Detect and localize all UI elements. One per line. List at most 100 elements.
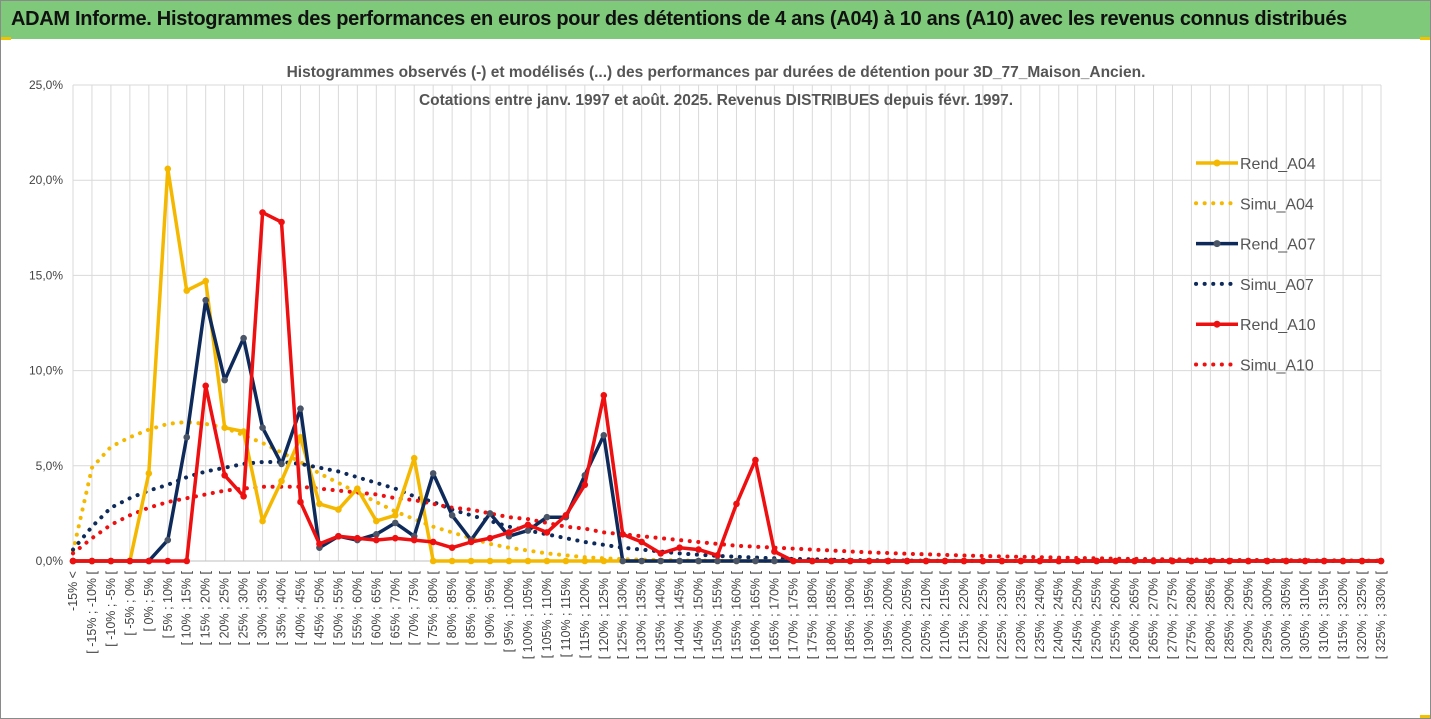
data-point [922, 557, 930, 565]
report-title: ADAM Informe. Histogrammes des performan… [11, 8, 1347, 30]
data-point [524, 521, 532, 529]
series-line-Rend_A10 [73, 210, 1381, 563]
data-point [202, 382, 209, 390]
legend-marker [1213, 159, 1221, 167]
data-point [752, 456, 759, 464]
x-tick-label: [ 225% ; 230% [ [995, 570, 1009, 659]
data-point [941, 557, 949, 565]
series-Rend_A10 [69, 209, 1385, 565]
data-point [752, 557, 759, 565]
x-tick-label: [ 300% ; 305% [ [1279, 570, 1293, 659]
performance-histogram-chart: 0,0% 5,0% 10,0% 15,0% 20,0% 25,0% -15% < [ -15… [29, 64, 1388, 659]
x-tick-label: [ 55% ; 60% [ [350, 570, 364, 645]
y-tick-label: 15,0% [29, 268, 63, 282]
legend-marker [1213, 240, 1221, 248]
data-point [562, 512, 570, 519]
data-point [335, 506, 342, 513]
data-point [202, 296, 209, 304]
x-tick-label: [ 190% ; 195% [ [862, 570, 876, 659]
x-tick-label: [ 120% ; 125% [ [597, 570, 611, 659]
data-point [790, 557, 797, 565]
data-point [1358, 557, 1366, 565]
data-point [600, 557, 608, 565]
x-tick-label: [ 220% ; 225% [ [976, 570, 990, 659]
x-tick-label: [ 245% ; 250% [ [1071, 570, 1085, 659]
x-tick-label: [ 45% ; 50% [ [312, 570, 326, 645]
legend-item: Rend_A10 [1196, 317, 1316, 334]
data-point [1207, 557, 1214, 565]
series-line-Rend_A07 [73, 298, 1381, 563]
data-point [202, 277, 209, 285]
x-tick-label: [ 260% ; 265% [ [1128, 570, 1142, 659]
data-point [410, 454, 418, 462]
x-tick-label: [ 25% ; 30% [ [237, 570, 251, 645]
x-tick-label: [ -15% ; -10% [ [85, 570, 99, 653]
data-point [486, 510, 494, 517]
data-point [1320, 557, 1328, 565]
data-point [278, 460, 285, 468]
data-point [960, 557, 968, 565]
x-tick-label: [ 325% ; 330% [ [1374, 570, 1388, 659]
x-tick-label: [ 320% ; 325% [ [1355, 570, 1369, 659]
data-point [695, 546, 702, 553]
gridlines [72, 84, 1382, 562]
report-banner: ADAM Informe. Histogrammes des performan… [1, 1, 1430, 39]
x-tick-label: [ 175% ; 180% [ [805, 570, 819, 659]
data-point [581, 557, 589, 565]
legend-item: Simu_A07 [1194, 277, 1314, 294]
legend-label: Simu_A10 [1240, 358, 1314, 375]
x-tick-label: [ 0% ; 5% [ [142, 570, 156, 631]
x-tick-label: [ 100% ; 105% [ [521, 570, 535, 659]
x-tick-label: [ 20% ; 25% [ [218, 570, 232, 645]
data-point [429, 470, 437, 477]
data-point [1245, 557, 1252, 565]
x-tick-label: [ 50% ; 55% [ [331, 570, 345, 645]
data-point [524, 557, 532, 565]
x-tick-label: [ 85% ; 90% [ [464, 570, 478, 645]
legend-item: Rend_A04 [1196, 156, 1316, 173]
x-tick-label: [ 250% ; 255% [ [1090, 570, 1104, 659]
data-point [1112, 557, 1119, 565]
x-tick-label: [ 290% ; 295% [ [1241, 570, 1255, 659]
x-tick-label: [ 60% ; 65% [ [369, 570, 383, 645]
data-point [809, 557, 816, 565]
plot-area [69, 165, 1385, 565]
data-point [733, 557, 740, 565]
data-point [240, 492, 247, 500]
data-point [486, 534, 494, 542]
series-line-Simu_A07 [71, 460, 1383, 563]
data-point [979, 557, 987, 565]
x-tick-label: [ 40% ; 45% [ [293, 570, 307, 645]
data-point [373, 536, 380, 544]
x-tick-label: [ 305% ; 310% [ [1298, 570, 1312, 659]
data-point [278, 218, 285, 226]
x-tick-label: [ 265% ; 270% [ [1147, 570, 1161, 659]
data-point [903, 557, 911, 565]
x-tick-label: [ 90% ; 95% [ [483, 570, 497, 645]
x-tick-label: [ 105% ; 110% [ [540, 570, 554, 658]
data-point [1377, 557, 1385, 565]
data-point [297, 498, 304, 506]
data-point [164, 536, 172, 544]
data-point [259, 424, 266, 432]
data-point [145, 470, 153, 477]
data-point [391, 512, 399, 519]
data-point [107, 557, 115, 565]
x-tick-label: [ 180% ; 185% [ [824, 570, 838, 659]
data-point [297, 433, 304, 441]
data-point [1226, 557, 1233, 565]
data-point [638, 557, 645, 565]
data-point [429, 557, 437, 565]
x-tick-label: [ 165% ; 170% [ [767, 570, 781, 659]
legend-label: Rend_A04 [1240, 156, 1316, 173]
data-point [505, 529, 513, 536]
data-point [543, 557, 551, 565]
data-point [221, 472, 228, 479]
data-point [467, 557, 475, 565]
x-tick-label: [ 185% ; 190% [ [843, 570, 857, 659]
y-tick-label: 20,0% [29, 173, 63, 187]
x-axis: -15% < [ -15% ; -10% [[ -10% ; -5% [[ -5%… [66, 570, 1388, 659]
x-tick-label: [ 125% ; 130% [ [616, 570, 630, 659]
data-point [410, 536, 418, 544]
